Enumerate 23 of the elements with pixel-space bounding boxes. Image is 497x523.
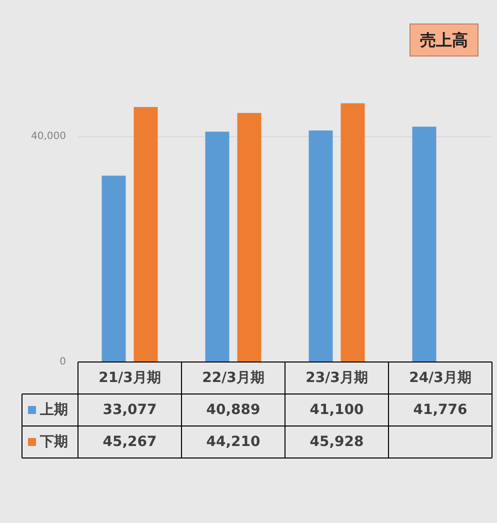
bar [412,126,436,362]
x-tick-label: 23/3月期 [306,370,368,386]
bar [340,103,365,362]
bar [205,132,230,362]
data-label: 44,210 [206,434,261,450]
bar [134,106,158,362]
data-label: 45,928 [310,434,364,450]
x-tick-label: 21/3月期 [98,370,161,386]
bar [308,130,333,362]
data-label: 41,776 [413,402,468,418]
y-tick-label: 0 [60,356,66,368]
x-tick-label: 24/3月期 [409,370,472,386]
bar [102,176,126,362]
data-label: 40,889 [206,402,260,418]
title: 売上高 [410,24,478,56]
data-label: 33,077 [102,402,157,418]
data-label: 41,100 [310,402,364,418]
data-label: 45,267 [102,434,157,450]
legend-label: 上期 [39,402,68,418]
y-tick-label: 40,000 [31,131,66,142]
x-tick-label: 22/3月期 [202,370,264,386]
bar [237,112,262,362]
legend-label: 下期 [39,434,68,450]
